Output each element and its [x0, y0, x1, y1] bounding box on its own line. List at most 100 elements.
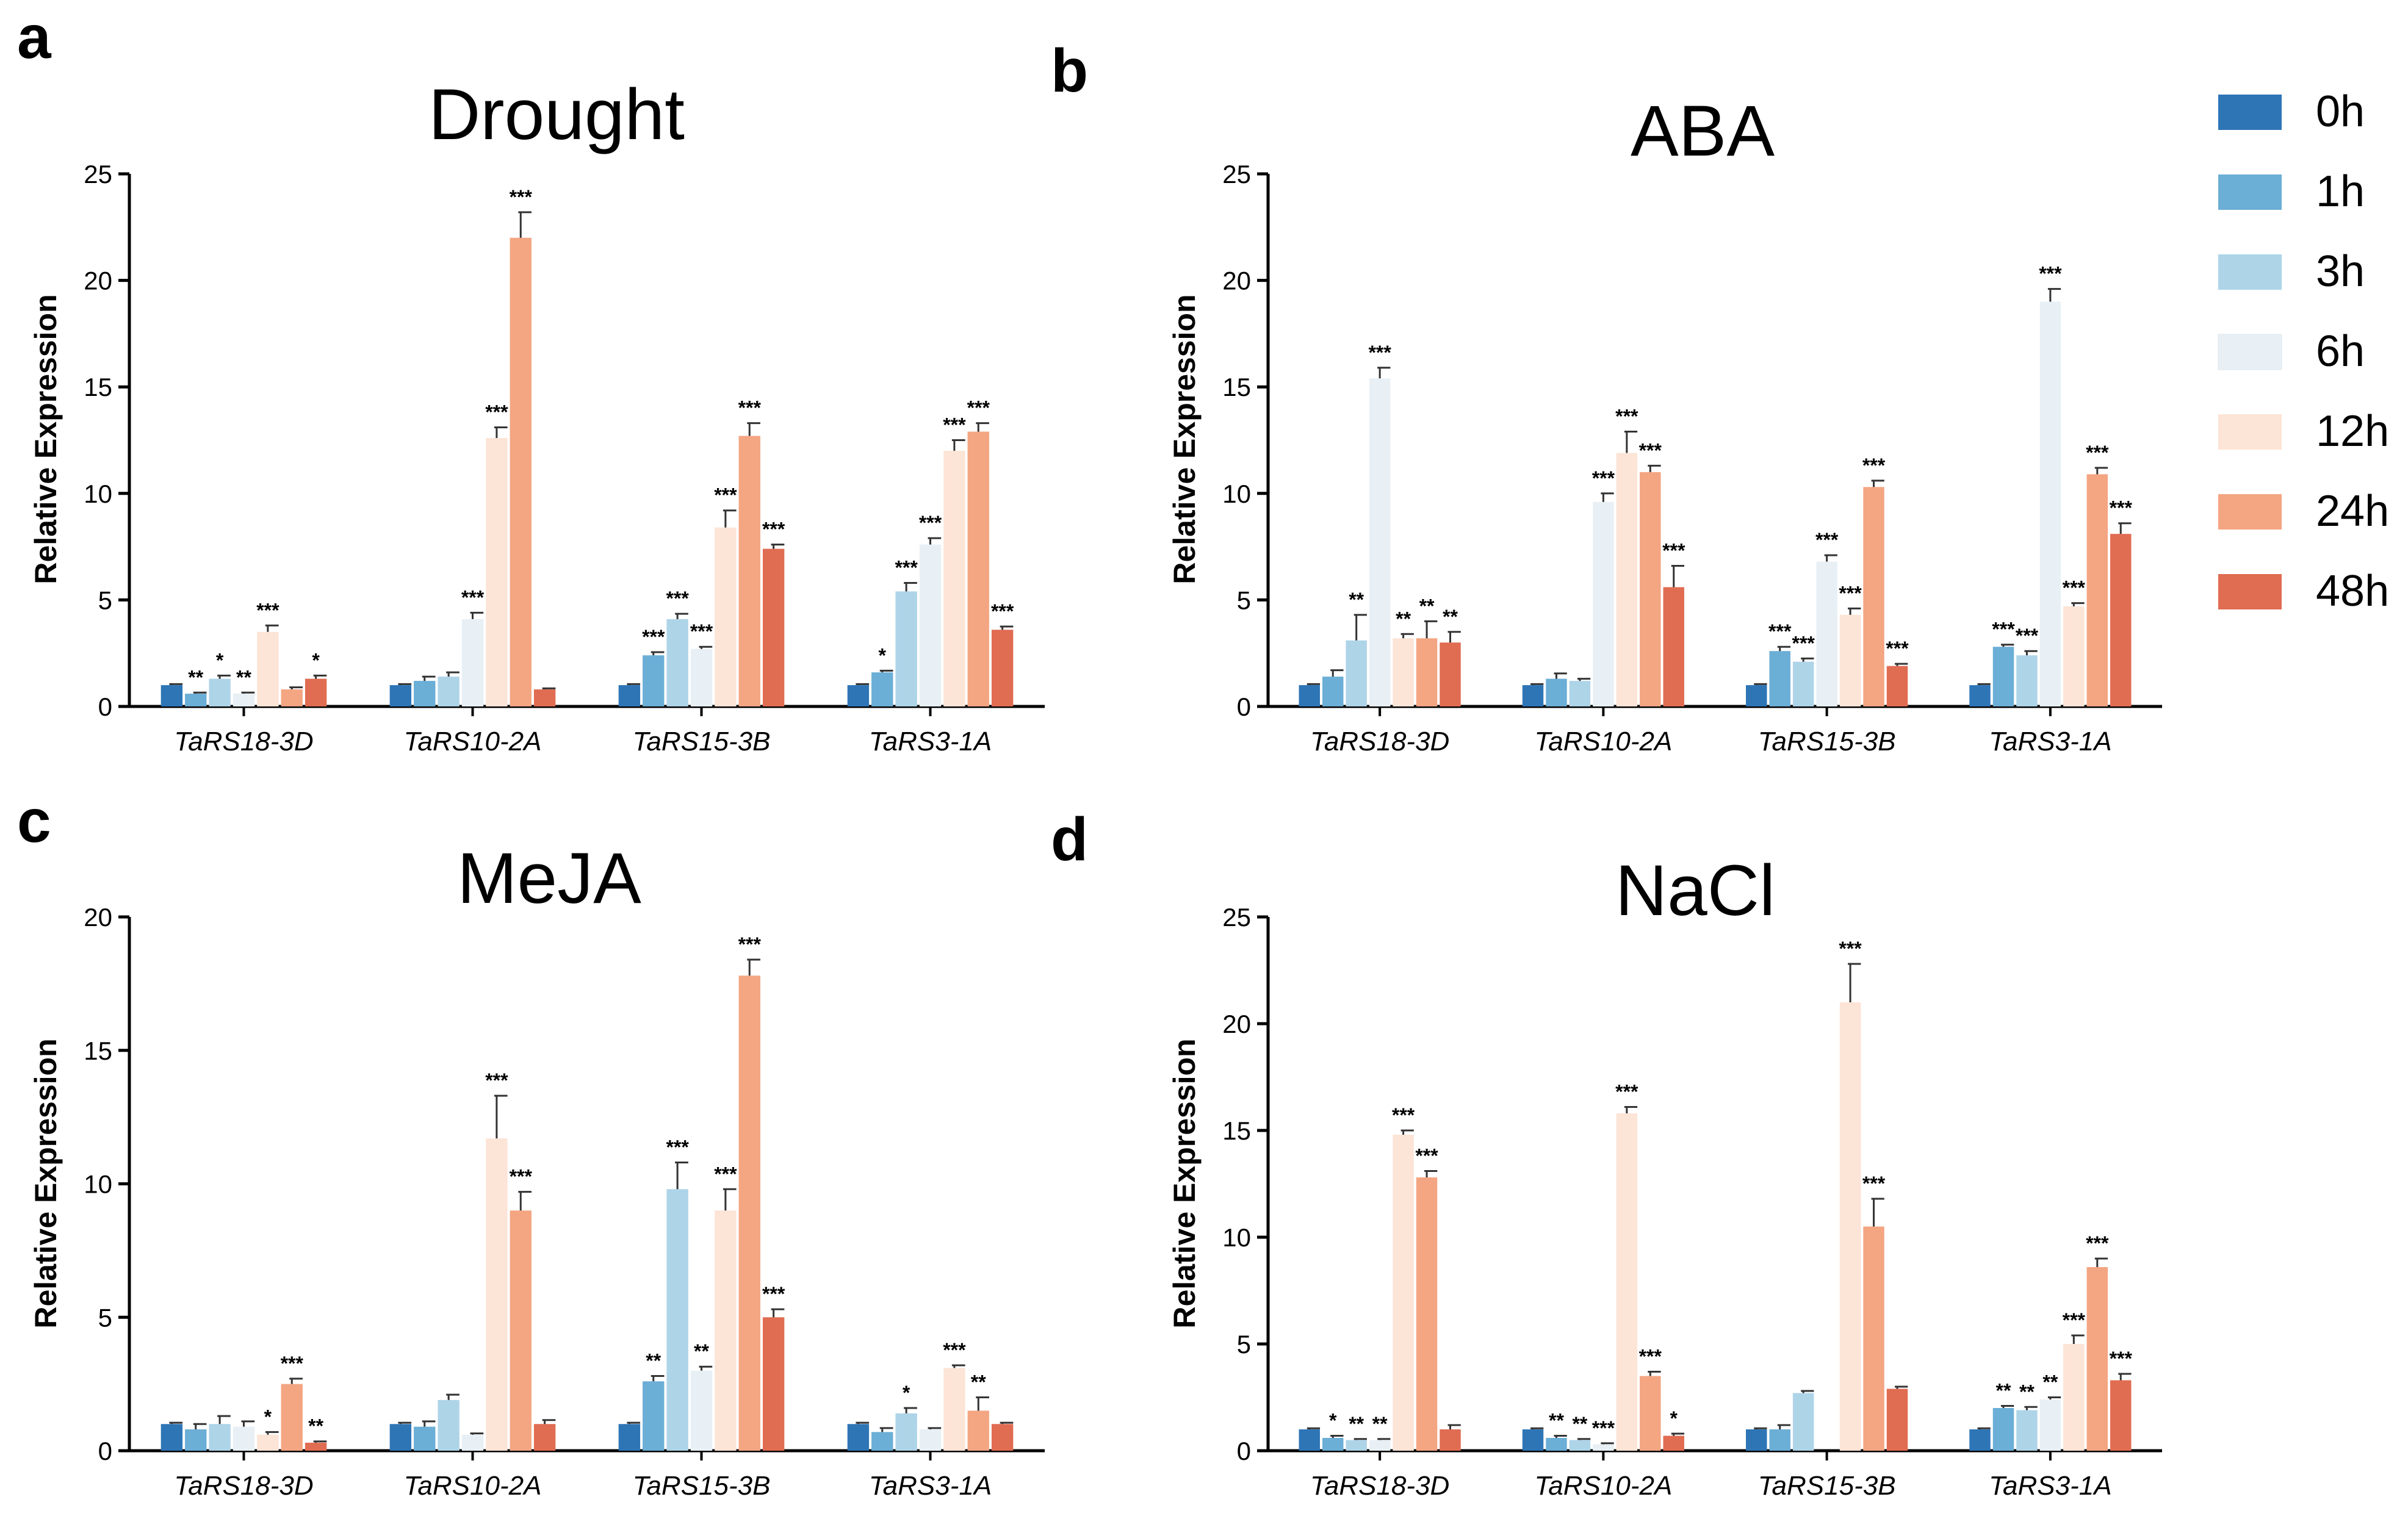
sig-label-c-3-24h: **	[971, 1371, 986, 1393]
sig-label-b-2-3h: ***	[1792, 632, 1815, 654]
y-tick-label-d-4: 20	[1222, 1010, 1251, 1038]
y-tick-label-d-2: 10	[1222, 1223, 1251, 1252]
panel-letter-c: c	[17, 787, 51, 855]
legend-label-6h: 6h	[2316, 327, 2365, 376]
legend-swatch-24h	[2218, 494, 2282, 530]
bar-a-1-1h	[414, 681, 436, 706]
bar-a-0-0h	[160, 685, 183, 706]
sig-label-c-3-3h: *	[903, 1382, 910, 1404]
bar-c-2-6h	[690, 1370, 713, 1451]
bar-d-2-3h	[1792, 1393, 1814, 1451]
panel-a: a Drought Relative Expression 0 5 10 15 20 25 TaR…	[17, 3, 1045, 756]
sig-label-a-2-1h: ***	[642, 626, 665, 648]
sig-label-c-0-48h: **	[308, 1415, 323, 1437]
bar-c-0-6h	[233, 1426, 255, 1451]
bar-c-0-3h	[209, 1424, 231, 1451]
bar-d-1-24h	[1640, 1376, 1661, 1451]
sig-label-a-2-24h: ***	[738, 397, 762, 419]
bar-b-1-24h	[1640, 472, 1661, 706]
bar-c-3-48h	[991, 1424, 1014, 1451]
sig-label-b-2-12h: ***	[1839, 582, 1862, 604]
bar-a-0-24h	[281, 689, 303, 706]
bar-b-3-1h	[1992, 647, 2014, 706]
sig-label-b-0-12h: **	[1396, 608, 1411, 630]
bar-a-0-48h	[305, 678, 327, 706]
bar-c-0-0h	[160, 1424, 183, 1451]
y-tick-label-a-3: 15	[84, 373, 112, 401]
y-tick-label-a-4: 20	[84, 267, 112, 295]
sig-label-a-3-12h: ***	[943, 414, 966, 436]
bar-c-2-24h	[738, 975, 760, 1451]
bar-d-0-1h	[1322, 1438, 1344, 1451]
panel-letter-b: b	[1051, 37, 1088, 105]
sig-label-b-0-48h: **	[1443, 606, 1458, 628]
bar-a-2-12h	[715, 527, 737, 706]
y-tick-label-a-1: 5	[98, 586, 112, 614]
bar-c-0-1h	[185, 1429, 207, 1451]
x-tick-label-b-2: TaRS15-3B	[1758, 727, 1896, 756]
y-tick-label-b-1: 5	[1237, 586, 1251, 614]
panel-title-d: NaCl	[1615, 850, 1775, 931]
bar-c-0-24h	[281, 1384, 303, 1451]
sig-label-d-3-12h: ***	[2063, 1309, 2086, 1331]
x-tick-label-d-1: TaRS10-2A	[1534, 1471, 1672, 1501]
bar-d-3-24h	[2086, 1267, 2108, 1451]
sig-label-a-0-48h: *	[312, 649, 320, 671]
bar-a-3-48h	[991, 630, 1014, 706]
bar-d-1-1h	[1546, 1438, 1567, 1451]
x-tick-label-b-1: TaRS10-2A	[1534, 727, 1672, 756]
sig-label-c-2-24h: ***	[738, 933, 762, 955]
sig-label-a-2-6h: ***	[690, 620, 713, 642]
sig-label-d-0-24h: ***	[1415, 1145, 1438, 1167]
sig-label-a-2-12h: ***	[714, 484, 737, 506]
bar-a-0-12h	[257, 631, 279, 706]
sig-label-a-0-12h: ***	[256, 599, 279, 621]
bar-d-2-24h	[1863, 1226, 1884, 1451]
y-tick-label-b-0: 0	[1237, 692, 1251, 721]
bar-a-0-6h	[233, 694, 255, 706]
bar-b-2-6h	[1816, 561, 1837, 706]
y-axis-label-a: Relative Expression	[29, 294, 63, 584]
sig-label-a-1-6h: ***	[461, 586, 485, 608]
bar-d-0-3h	[1346, 1440, 1367, 1451]
y-tick-label-c-1: 5	[98, 1303, 112, 1332]
bar-d-3-0h	[1969, 1429, 1991, 1451]
bar-b-2-48h	[1886, 666, 1908, 706]
legend-label-1h: 1h	[2316, 167, 2365, 216]
bar-c-2-48h	[762, 1317, 785, 1451]
bar-c-3-0h	[847, 1424, 870, 1451]
sig-label-d-3-24h: ***	[2086, 1232, 2109, 1254]
sig-label-b-1-24h: ***	[1639, 439, 1662, 461]
bar-c-1-12h	[486, 1138, 508, 1451]
bar-b-0-1h	[1322, 677, 1344, 706]
panel-title-b: ABA	[1631, 91, 1775, 171]
bar-b-3-12h	[2063, 606, 2085, 706]
bar-c-3-6h	[919, 1429, 942, 1451]
sig-label-c-3-12h: ***	[943, 1339, 966, 1361]
bar-b-1-0h	[1522, 685, 1544, 706]
y-tick-label-c-4: 20	[84, 903, 112, 932]
sig-label-a-2-3h: ***	[666, 587, 689, 609]
bar-a-3-6h	[919, 544, 942, 706]
bar-b-2-3h	[1792, 661, 1814, 706]
sig-label-b-1-48h: ***	[1662, 540, 1685, 562]
sig-label-d-2-24h: ***	[1862, 1173, 1886, 1194]
bar-a-1-3h	[438, 677, 460, 706]
sig-label-c-2-3h: ***	[666, 1137, 689, 1159]
bar-a-1-6h	[461, 619, 484, 706]
bar-d-2-0h	[1746, 1429, 1767, 1451]
bar-c-3-24h	[967, 1410, 989, 1451]
sig-label-b-3-24h: ***	[2086, 442, 2109, 464]
bar-c-1-24h	[510, 1210, 532, 1451]
sig-label-b-1-6h: ***	[1592, 467, 1615, 489]
bar-d-0-48h	[1440, 1429, 1461, 1451]
bar-b-2-0h	[1746, 685, 1767, 706]
bar-a-2-0h	[618, 685, 641, 706]
bar-b-2-24h	[1863, 487, 1884, 706]
bar-c-0-48h	[305, 1442, 327, 1451]
x-tick-label-a-2: TaRS15-3B	[633, 727, 771, 756]
sig-label-b-2-1h: ***	[1768, 620, 1792, 642]
legend-label-24h: 24h	[2316, 487, 2389, 536]
bar-d-2-48h	[1886, 1388, 1908, 1451]
x-tick-label-b-0: TaRS18-3D	[1310, 727, 1449, 756]
